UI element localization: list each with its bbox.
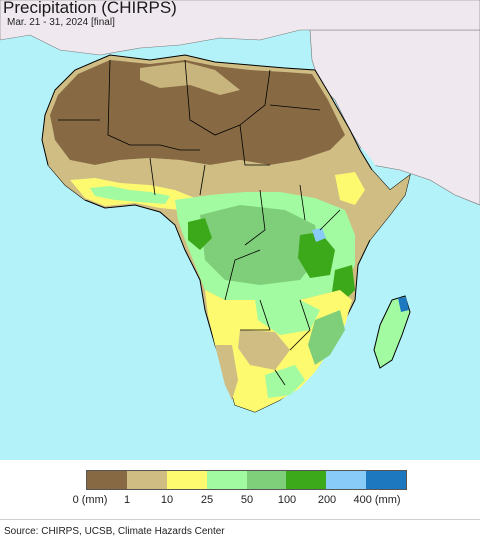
legend-swatch-7 <box>366 471 406 489</box>
legend-tick-1: 1 <box>123 494 131 506</box>
legend-tick-4: 50 <box>240 494 254 506</box>
congo-basin <box>200 205 320 285</box>
legend-tick-0: 0 (mm) <box>72 494 108 506</box>
ethiopia-highlands <box>335 172 365 205</box>
map-canvas <box>0 0 480 413</box>
europe-landmass <box>0 0 480 56</box>
guinea-coast-green <box>90 186 170 204</box>
legend-swatch-6 <box>326 471 367 489</box>
legend-color-bar <box>86 470 407 490</box>
gabon-heavy <box>188 218 212 250</box>
precipitation-map: Precipitation (CHIRPS) Mar. 21 - 31, 202… <box>0 0 480 460</box>
zambia-green <box>255 300 320 335</box>
legend-swatch-2 <box>166 471 207 489</box>
legend-tick-3: 25 <box>200 494 214 506</box>
legend-tick-2: 10 <box>160 494 174 506</box>
legend-tick-5: 100 <box>277 494 297 506</box>
madagascar-north-heavy <box>398 297 409 312</box>
legend-swatch-1 <box>126 471 167 489</box>
legend-swatch-3 <box>206 471 247 489</box>
namibia-coast <box>215 345 238 400</box>
sahara-north-light <box>140 62 240 95</box>
map-date-range: Mar. 21 - 31, 2024 [final] <box>7 17 115 28</box>
legend-swatch-5 <box>286 471 327 489</box>
sahara-zone <box>50 60 345 165</box>
legend-swatch-4 <box>246 471 287 489</box>
country-borders <box>58 59 341 386</box>
lake-victoria <box>312 228 326 242</box>
legend-tick-7: 400 (mm) <box>353 494 401 506</box>
legend-tick-6: 200 <box>317 494 337 506</box>
map-title: Precipitation (CHIRPS) <box>3 0 177 17</box>
south-africa-east <box>265 365 305 398</box>
mozambique-green <box>308 310 345 365</box>
botswana-dry <box>238 330 290 370</box>
source-credit: Source: CHIRPS, UCSB, Climate Hazards Ce… <box>4 526 225 537</box>
footer-divider <box>0 519 480 520</box>
great-lakes-heavy <box>298 232 335 278</box>
legend-swatch-0 <box>87 471 127 489</box>
